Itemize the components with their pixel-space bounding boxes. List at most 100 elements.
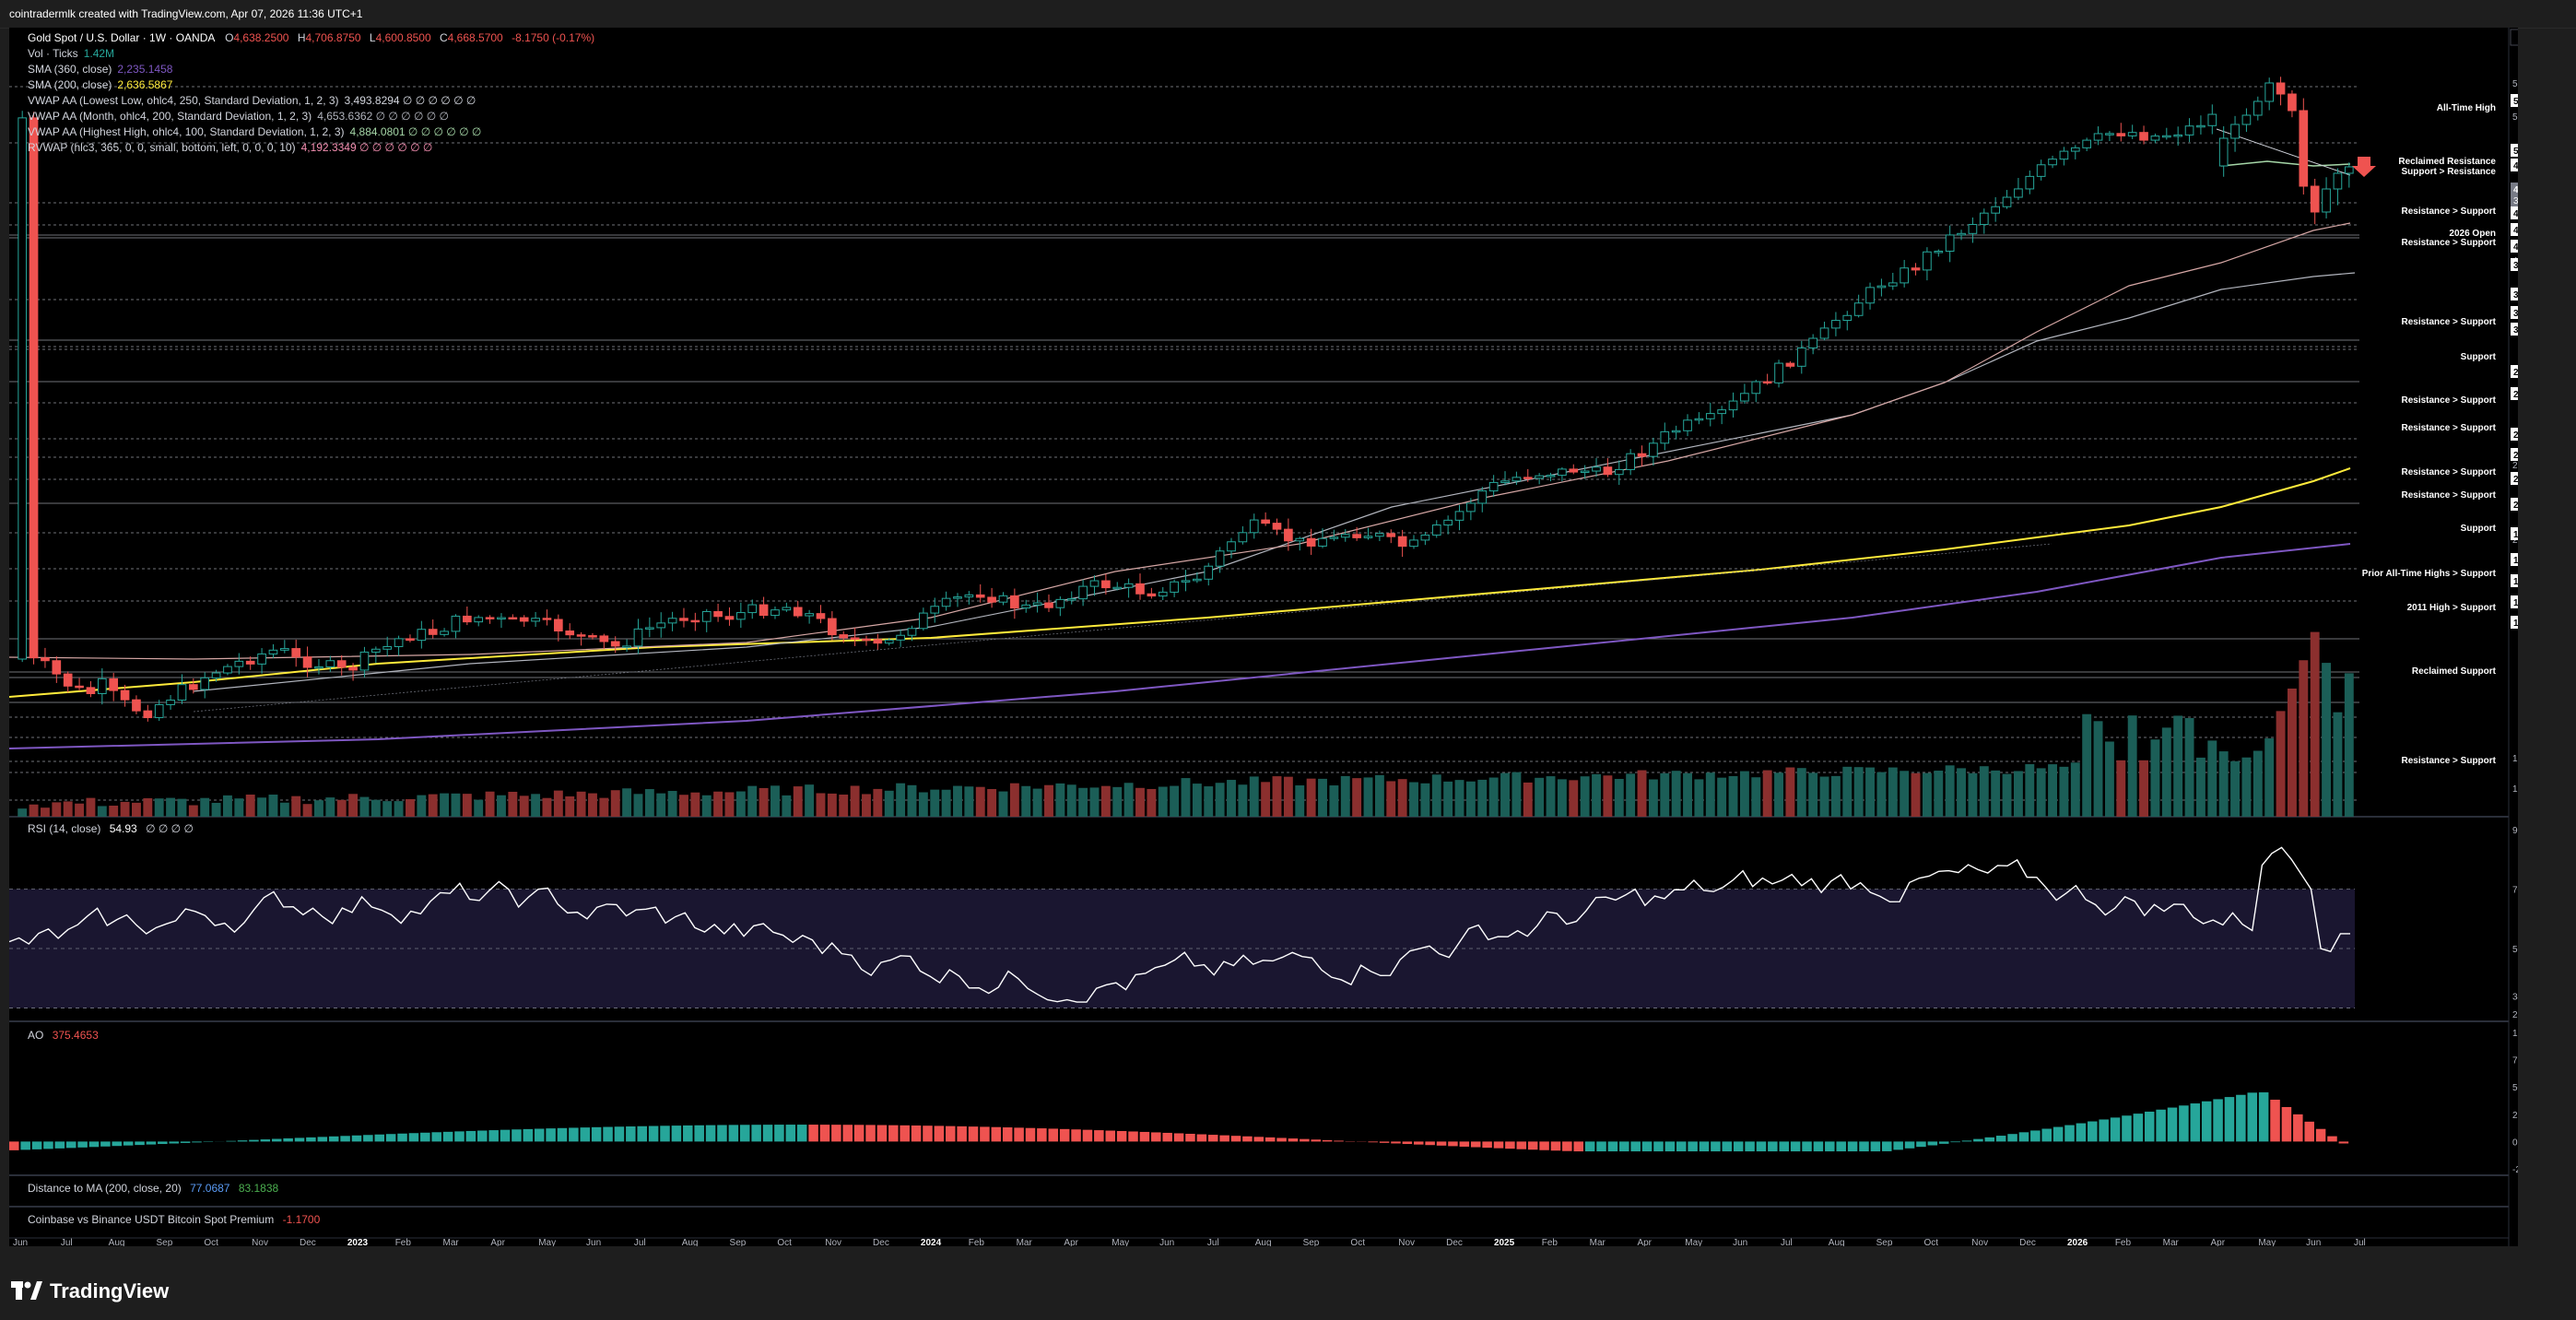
time-axis-label: Feb xyxy=(969,1238,985,1246)
volume-bar xyxy=(63,801,73,817)
ao-bar xyxy=(477,1130,488,1142)
indicator-legend-3[interactable]: VWAP AA (Lowest Low, ohlc4, 250, Standar… xyxy=(28,94,476,107)
candle-body xyxy=(2105,133,2114,136)
volume-bar xyxy=(793,786,803,817)
time-axis-label: Oct xyxy=(777,1238,792,1246)
candle-body xyxy=(1683,419,1692,431)
candle-body xyxy=(1626,453,1635,470)
ao-bar xyxy=(2099,1119,2109,1142)
currency-button xyxy=(2510,29,2518,46)
volume-bar xyxy=(508,791,518,817)
time-axis-label: Nov xyxy=(252,1238,268,1246)
candle-body xyxy=(1420,534,1430,541)
price-tick: 1,435.0000 xyxy=(2512,754,2518,764)
level-label: Resistance > Support xyxy=(2401,206,2496,217)
ao-bar xyxy=(1116,1130,1127,1142)
volume-bar xyxy=(86,797,96,817)
ao-bar xyxy=(557,1127,568,1142)
candle-body xyxy=(1968,224,1978,234)
volume-bar xyxy=(234,798,244,817)
volume-bar xyxy=(1123,783,1134,817)
candle-body xyxy=(907,628,917,636)
price-label: 4,668.5700 xyxy=(2513,185,2518,195)
ao-tick: 1,000.0000 xyxy=(2512,1029,2518,1039)
candle-body xyxy=(622,645,631,648)
volume-bar xyxy=(291,796,301,817)
indicator-legend-5[interactable]: VWAP AA (Highest High, ohlc4, 100, Stand… xyxy=(28,125,481,138)
volume-bar xyxy=(576,791,586,817)
ao-bar xyxy=(1173,1133,1184,1142)
candle-body xyxy=(1135,583,1145,595)
ao-bar xyxy=(1242,1136,1253,1142)
level-label: Resistance > Support xyxy=(2401,490,2496,501)
candle-body xyxy=(143,710,153,719)
ao-tick: 250.0000 xyxy=(2512,1111,2518,1121)
volume-bar xyxy=(2310,631,2320,817)
candle-body xyxy=(1796,347,1806,367)
volume-bar xyxy=(1044,784,1053,817)
candle-body xyxy=(1511,477,1522,482)
candle-body xyxy=(565,631,575,636)
volume-bar xyxy=(633,794,643,817)
ao-bar xyxy=(1927,1141,1938,1146)
candle-body xyxy=(1238,532,1248,543)
high-label: H xyxy=(297,31,306,44)
ao-bar xyxy=(819,1125,830,1142)
volume-bar xyxy=(1431,774,1441,817)
candle-body xyxy=(1614,468,1624,476)
volume-bar xyxy=(1979,766,1989,817)
tradingview-logo-text: TradingView xyxy=(50,1279,170,1302)
ao-bar xyxy=(1984,1137,1995,1142)
candle-body xyxy=(542,618,552,620)
volume-bar xyxy=(2218,751,2229,817)
volume-bar xyxy=(1112,786,1123,817)
candle-body xyxy=(554,619,563,632)
volume-bar xyxy=(428,794,438,817)
chart-area[interactable]: All-Time High Reclaimed Resistance Support… xyxy=(9,28,2518,1246)
time-axis-label: Jun xyxy=(586,1238,601,1246)
candle-body xyxy=(656,622,666,629)
premium-label: Coinbase vs Binance USDT Bitcoin Spot Pr… xyxy=(28,1213,275,1226)
time-axis-label: Jul xyxy=(634,1238,646,1246)
candle-body xyxy=(919,612,928,630)
candlesticks xyxy=(18,77,2354,722)
sma-200-line xyxy=(9,467,2351,698)
rsi-legend[interactable]: RSI (14, close) 54.93 ∅ ∅ ∅ ∅ xyxy=(28,822,194,835)
ao-bar xyxy=(2247,1092,2258,1142)
volume-bar xyxy=(109,806,119,817)
ao-bar xyxy=(796,1125,807,1142)
candle-body xyxy=(154,703,164,719)
indicator-legend-4[interactable]: VWAP AA (Month, ohlc4, 200, Standard Dev… xyxy=(28,110,449,123)
candle-body xyxy=(406,638,415,642)
close-label: C xyxy=(440,31,448,44)
time-axis-label: Apr xyxy=(1637,1238,1652,1246)
ao-bar xyxy=(671,1126,682,1142)
ao-bar xyxy=(408,1133,419,1142)
ao-bar xyxy=(946,1126,956,1142)
indicator-legend-2[interactable]: SMA (200, close) 2,636.5867 xyxy=(28,78,172,91)
volume-bar xyxy=(2002,773,2012,817)
time-axis-label: Mar xyxy=(443,1238,460,1246)
distance-legend[interactable]: Distance to MA (200, close, 20) 77.0687 … xyxy=(28,1182,278,1195)
ao-bar xyxy=(431,1132,441,1142)
ao-bar xyxy=(237,1140,248,1142)
ao-legend[interactable]: AO 375.4653 xyxy=(28,1029,99,1042)
candle-body xyxy=(1831,320,1841,329)
indicator-legend-6[interactable]: RVWAP (hlc3, 365, 0, 0, small, bottom, l… xyxy=(28,141,432,154)
volume-bar xyxy=(1147,788,1157,817)
volume-bar xyxy=(1249,776,1259,817)
candle-body xyxy=(1089,580,1100,587)
indicator-legend-1[interactable]: SMA (360, close) 2,235.1458 xyxy=(28,63,172,76)
ao-bar xyxy=(2133,1114,2144,1142)
volume-bar xyxy=(805,784,815,817)
volume-bar xyxy=(1374,774,1384,817)
volume-bar xyxy=(359,796,370,817)
candle-body xyxy=(873,639,883,644)
ao-bar xyxy=(2270,1100,2280,1142)
price-label: 4,890.2301 xyxy=(2513,161,2518,171)
indicator-legend-0[interactable]: Vol · Ticks 1.42M xyxy=(28,47,114,60)
volume-bar xyxy=(1009,783,1019,817)
candle-body xyxy=(279,648,289,651)
premium-legend[interactable]: Coinbase vs Binance USDT Bitcoin Spot Pr… xyxy=(28,1213,320,1226)
